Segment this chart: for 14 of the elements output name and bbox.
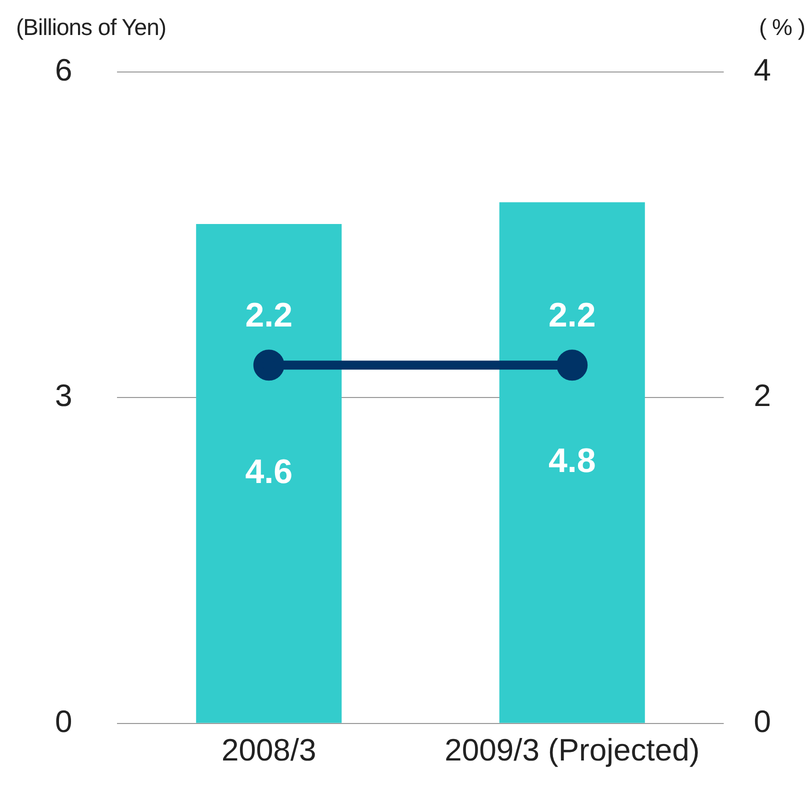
data-label: 4.6 <box>245 452 293 491</box>
data-label: 2.2 <box>548 296 596 335</box>
y-tick-label: 0 <box>54 704 72 739</box>
y2-tick-label: 4 <box>754 52 772 88</box>
data-label: 2.2 <box>245 296 293 335</box>
y-axis-title: (Billions of Yen) <box>16 14 166 41</box>
x-tick-label: 2008/3 <box>221 732 316 768</box>
y2-tick-label: 2 <box>754 378 772 414</box>
y2-tick-label: 0 <box>754 704 772 739</box>
y-tick-label: 3 <box>54 378 72 414</box>
x-tick-label: 2009/3 (Projected) <box>444 732 700 768</box>
data-label: 4.8 <box>548 442 596 480</box>
y-tick-label: 6 <box>54 52 72 88</box>
y2-axis-title: ( % ) <box>758 14 805 41</box>
